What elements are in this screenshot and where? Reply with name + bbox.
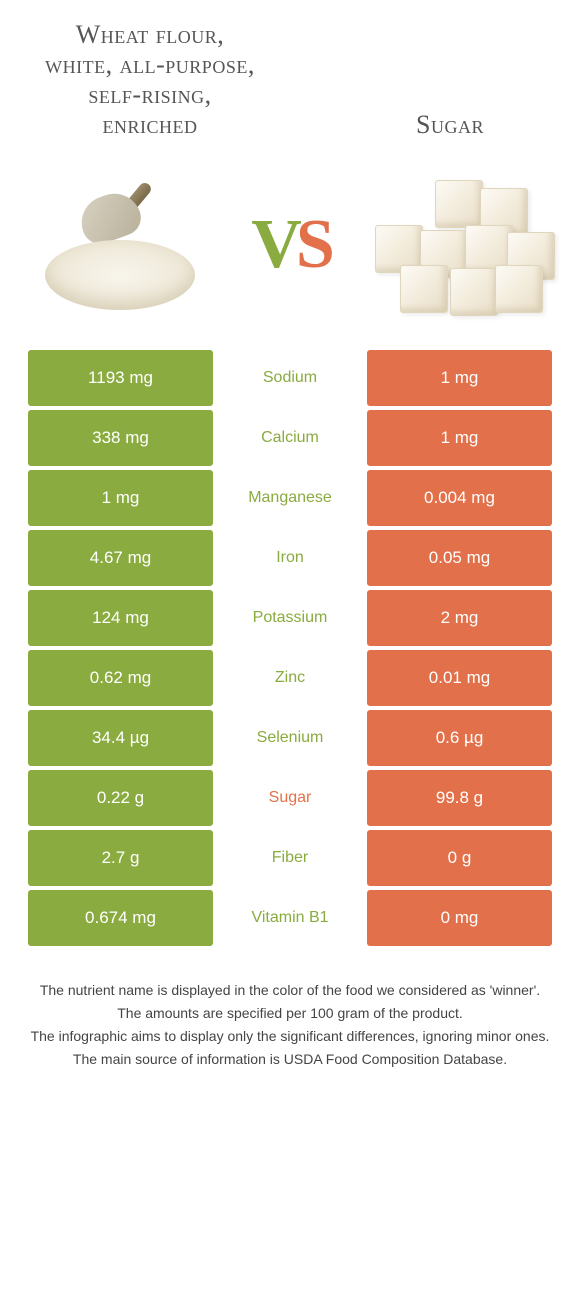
header: Wheat flour, white, all-purpose, self-ri… bbox=[0, 0, 580, 150]
table-row: 34.4 µgSelenium0.6 µg bbox=[28, 710, 552, 766]
vs-s: S bbox=[296, 206, 329, 283]
nutrient-label: Sugar bbox=[213, 770, 367, 826]
right-value: 2 mg bbox=[367, 590, 552, 646]
left-value: 124 mg bbox=[28, 590, 213, 646]
left-value: 34.4 µg bbox=[28, 710, 213, 766]
left-value: 2.7 g bbox=[28, 830, 213, 886]
left-food-title: Wheat flour, white, all-purpose, self-ri… bbox=[40, 20, 260, 140]
nutrient-label: Calcium bbox=[213, 410, 367, 466]
footer-line: The amounts are specified per 100 gram o… bbox=[30, 1003, 550, 1024]
table-row: 1 mgManganese0.004 mg bbox=[28, 470, 552, 526]
table-row: 0.22 gSugar99.8 g bbox=[28, 770, 552, 826]
nutrient-label: Selenium bbox=[213, 710, 367, 766]
right-value: 1 mg bbox=[367, 410, 552, 466]
right-food-title: Sugar bbox=[360, 110, 540, 140]
left-value: 0.22 g bbox=[28, 770, 213, 826]
footer-line: The main source of information is USDA F… bbox=[30, 1049, 550, 1070]
right-value: 0.004 mg bbox=[367, 470, 552, 526]
right-value: 0.6 µg bbox=[367, 710, 552, 766]
nutrient-label: Manganese bbox=[213, 470, 367, 526]
left-value: 4.67 mg bbox=[28, 530, 213, 586]
left-value: 0.674 mg bbox=[28, 890, 213, 946]
table-row: 1193 mgSodium1 mg bbox=[28, 350, 552, 406]
footer-line: The infographic aims to display only the… bbox=[30, 1026, 550, 1047]
image-row: VS bbox=[0, 150, 580, 350]
right-value: 0.05 mg bbox=[367, 530, 552, 586]
right-value: 0 g bbox=[367, 830, 552, 886]
comparison-table: 1193 mgSodium1 mg338 mgCalcium1 mg1 mgMa… bbox=[0, 350, 580, 946]
nutrient-label: Fiber bbox=[213, 830, 367, 886]
nutrient-label: Iron bbox=[213, 530, 367, 586]
left-value: 0.62 mg bbox=[28, 650, 213, 706]
nutrient-label: Potassium bbox=[213, 590, 367, 646]
left-value: 1193 mg bbox=[28, 350, 213, 406]
flour-image bbox=[25, 170, 215, 320]
table-row: 0.674 mgVitamin B10 mg bbox=[28, 890, 552, 946]
right-value: 0.01 mg bbox=[367, 650, 552, 706]
left-value: 338 mg bbox=[28, 410, 213, 466]
nutrient-label: Zinc bbox=[213, 650, 367, 706]
table-row: 2.7 gFiber0 g bbox=[28, 830, 552, 886]
vs-v: V bbox=[251, 206, 296, 283]
vs-label: VS bbox=[251, 205, 329, 285]
table-row: 4.67 mgIron0.05 mg bbox=[28, 530, 552, 586]
nutrient-label: Vitamin B1 bbox=[213, 890, 367, 946]
right-value: 0 mg bbox=[367, 890, 552, 946]
footer-line: The nutrient name is displayed in the co… bbox=[30, 980, 550, 1001]
right-value: 1 mg bbox=[367, 350, 552, 406]
nutrient-label: Sodium bbox=[213, 350, 367, 406]
table-row: 0.62 mgZinc0.01 mg bbox=[28, 650, 552, 706]
left-value: 1 mg bbox=[28, 470, 213, 526]
table-row: 124 mgPotassium2 mg bbox=[28, 590, 552, 646]
table-row: 338 mgCalcium1 mg bbox=[28, 410, 552, 466]
sugar-image bbox=[365, 170, 555, 320]
right-value: 99.8 g bbox=[367, 770, 552, 826]
footer-notes: The nutrient name is displayed in the co… bbox=[0, 950, 580, 1070]
